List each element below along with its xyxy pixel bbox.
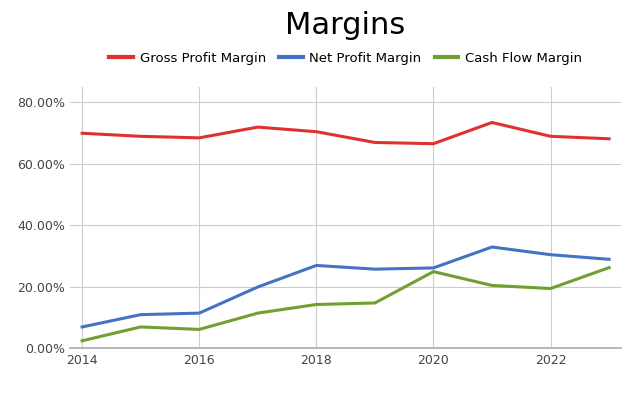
Gross Profit Margin: [429, 141, 437, 146]
Net Profit Margin: [547, 252, 554, 257]
Gross Profit Margin: [254, 125, 262, 129]
Cash Flow Margin: [488, 283, 496, 288]
Net Profit Margin: [78, 325, 86, 329]
Cash Flow Margin: [429, 269, 437, 274]
Net Profit Margin: [137, 312, 145, 317]
Cash Flow Margin: [547, 286, 554, 291]
Cash Flow Margin: [78, 339, 86, 343]
Legend: Gross Profit Margin, Net Profit Margin, Cash Flow Margin: Gross Profit Margin, Net Profit Margin, …: [104, 47, 588, 70]
Net Profit Margin: [605, 257, 613, 262]
Net Profit Margin: [312, 263, 320, 268]
Gross Profit Margin: [137, 134, 145, 139]
Line: Cash Flow Margin: Cash Flow Margin: [82, 268, 609, 341]
Cash Flow Margin: [195, 327, 203, 332]
Line: Gross Profit Margin: Gross Profit Margin: [82, 122, 609, 144]
Gross Profit Margin: [195, 135, 203, 140]
Cash Flow Margin: [137, 325, 145, 329]
Net Profit Margin: [429, 266, 437, 270]
Title: Margins: Margins: [285, 11, 406, 40]
Net Profit Margin: [195, 311, 203, 316]
Net Profit Margin: [371, 267, 379, 272]
Gross Profit Margin: [547, 134, 554, 139]
Gross Profit Margin: [312, 129, 320, 134]
Cash Flow Margin: [605, 265, 613, 270]
Cash Flow Margin: [371, 301, 379, 305]
Gross Profit Margin: [605, 136, 613, 141]
Net Profit Margin: [488, 245, 496, 249]
Net Profit Margin: [254, 285, 262, 289]
Cash Flow Margin: [312, 302, 320, 307]
Line: Net Profit Margin: Net Profit Margin: [82, 247, 609, 327]
Gross Profit Margin: [371, 140, 379, 145]
Cash Flow Margin: [254, 311, 262, 316]
Gross Profit Margin: [488, 120, 496, 125]
Gross Profit Margin: [78, 131, 86, 135]
